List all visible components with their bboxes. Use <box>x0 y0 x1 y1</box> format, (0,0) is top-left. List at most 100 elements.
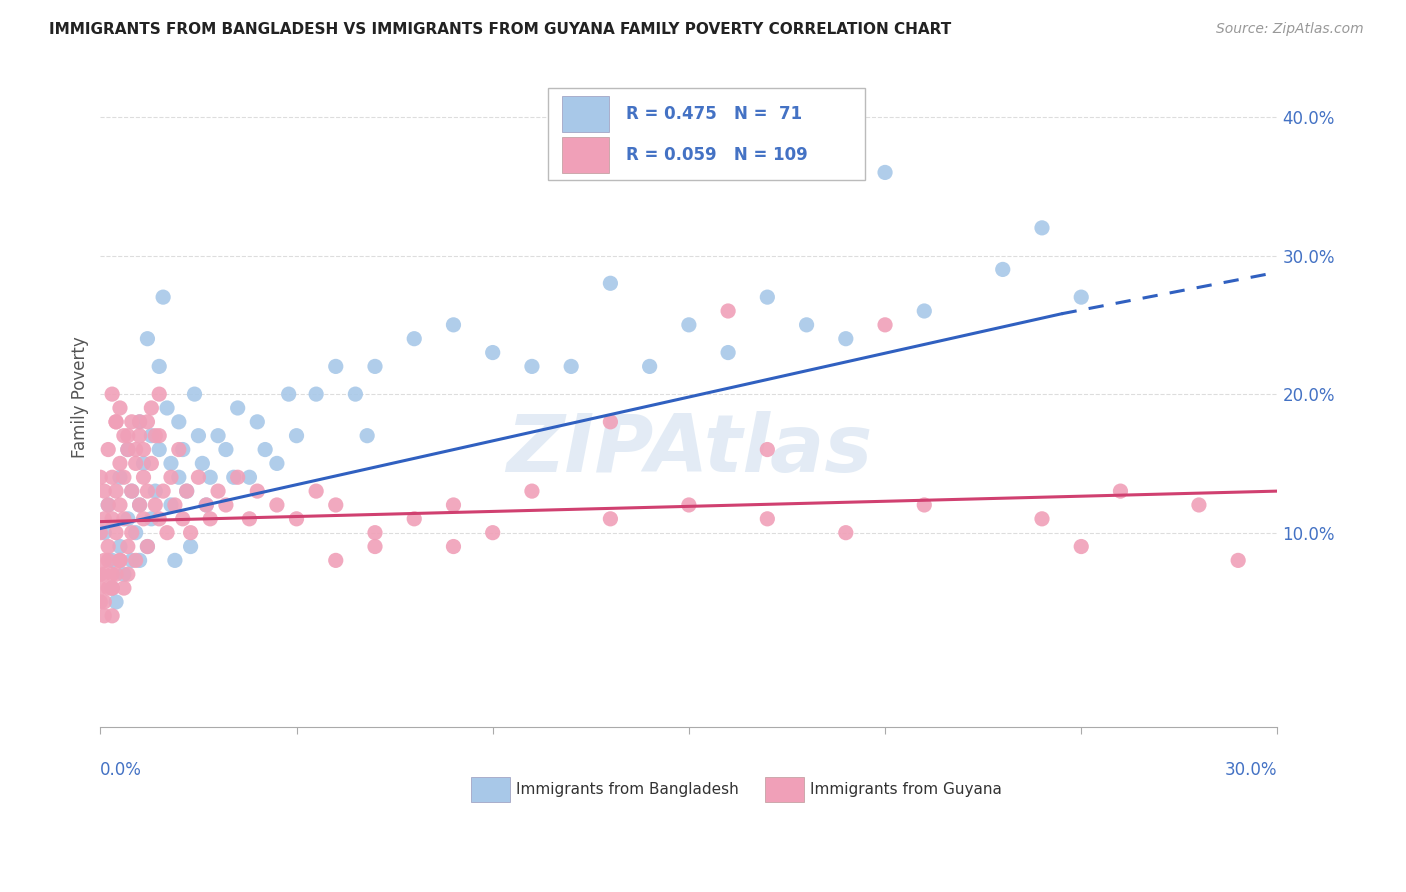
Point <box>108 498 131 512</box>
Point <box>638 359 661 374</box>
Point <box>97 498 120 512</box>
Point <box>215 442 238 457</box>
Point <box>93 608 115 623</box>
Point <box>187 470 209 484</box>
Point <box>285 512 308 526</box>
Point <box>599 277 621 291</box>
Point <box>167 442 190 457</box>
Point <box>266 457 288 471</box>
Point <box>172 512 194 526</box>
Point <box>89 525 111 540</box>
Point <box>143 498 166 512</box>
FancyBboxPatch shape <box>562 96 609 133</box>
Point <box>152 484 174 499</box>
Point <box>364 525 387 540</box>
Point <box>89 581 111 595</box>
Point <box>325 498 347 512</box>
Point <box>200 470 222 484</box>
Point <box>1188 498 1211 512</box>
Point <box>160 457 183 471</box>
Point <box>180 525 202 540</box>
Point <box>93 484 115 499</box>
Point <box>108 553 131 567</box>
Point <box>163 498 186 512</box>
Point <box>141 401 163 415</box>
Point <box>124 525 146 540</box>
Point <box>443 498 465 512</box>
Point <box>101 608 124 623</box>
Point <box>238 512 260 526</box>
Point <box>254 442 277 457</box>
Point <box>191 457 214 471</box>
Point <box>912 304 935 318</box>
Point <box>873 165 896 179</box>
Point <box>141 428 163 442</box>
Point <box>756 290 779 304</box>
Point <box>101 581 124 595</box>
Point <box>520 359 543 374</box>
Point <box>136 415 159 429</box>
Point <box>89 567 111 582</box>
Point <box>148 387 170 401</box>
Point <box>112 428 135 442</box>
Point <box>678 498 700 512</box>
Point <box>1070 290 1092 304</box>
Point <box>136 332 159 346</box>
Point <box>89 595 111 609</box>
Point <box>246 415 269 429</box>
Point <box>207 484 229 499</box>
Point <box>356 428 378 442</box>
Point <box>93 512 115 526</box>
Point <box>1109 484 1132 499</box>
Point <box>148 428 170 442</box>
Point <box>105 595 128 609</box>
Point <box>873 318 896 332</box>
Point <box>105 415 128 429</box>
Point <box>93 567 115 582</box>
Point <box>222 470 245 484</box>
Point <box>156 401 179 415</box>
Point <box>599 415 621 429</box>
Point <box>132 442 155 457</box>
Point <box>132 457 155 471</box>
Point <box>101 470 124 484</box>
Point <box>105 484 128 499</box>
Point <box>226 470 249 484</box>
Point <box>108 401 131 415</box>
Point <box>93 553 115 567</box>
Point <box>1031 220 1053 235</box>
Point <box>520 484 543 499</box>
Point <box>121 525 143 540</box>
Point <box>101 553 124 567</box>
Point <box>481 525 503 540</box>
Point <box>187 428 209 442</box>
Point <box>285 428 308 442</box>
Point <box>128 498 150 512</box>
Point <box>152 290 174 304</box>
Point <box>141 457 163 471</box>
Point <box>148 512 170 526</box>
Point <box>991 262 1014 277</box>
Point <box>167 415 190 429</box>
Point <box>364 540 387 554</box>
Point <box>160 498 183 512</box>
Y-axis label: Family Poverty: Family Poverty <box>72 336 89 458</box>
Point <box>136 484 159 499</box>
Point <box>121 415 143 429</box>
Point <box>128 498 150 512</box>
Point <box>121 553 143 567</box>
Point <box>132 512 155 526</box>
Point <box>93 595 115 609</box>
Text: IMMIGRANTS FROM BANGLADESH VS IMMIGRANTS FROM GUYANA FAMILY POVERTY CORRELATION : IMMIGRANTS FROM BANGLADESH VS IMMIGRANTS… <box>49 22 952 37</box>
Point <box>97 581 120 595</box>
Point <box>128 428 150 442</box>
Point <box>105 567 128 582</box>
Point <box>101 581 124 595</box>
Point <box>912 498 935 512</box>
Point <box>117 567 139 582</box>
Point <box>756 512 779 526</box>
Point <box>136 540 159 554</box>
Point <box>305 484 328 499</box>
Point <box>112 567 135 582</box>
Point <box>148 359 170 374</box>
